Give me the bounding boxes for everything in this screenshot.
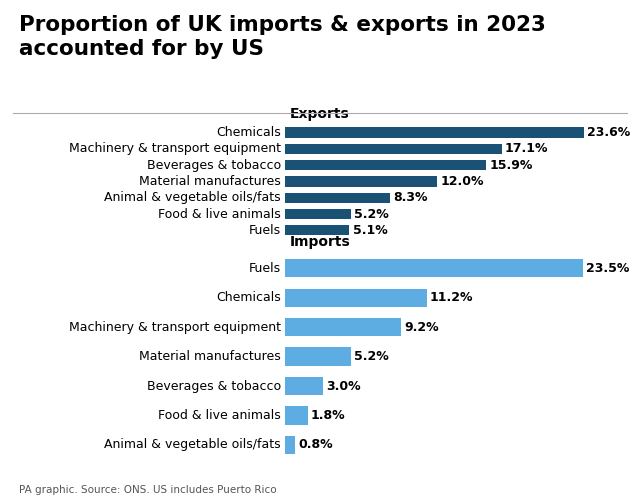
- Text: Chemicals: Chemicals: [216, 291, 281, 304]
- Text: Chemicals: Chemicals: [216, 126, 281, 139]
- Bar: [285, 128, 584, 138]
- Bar: [285, 160, 486, 170]
- Bar: [285, 406, 308, 425]
- Text: 9.2%: 9.2%: [404, 321, 439, 334]
- Bar: [285, 193, 390, 203]
- Text: Beverages & tobacco: Beverages & tobacco: [147, 380, 281, 393]
- Text: Fuels: Fuels: [249, 262, 281, 275]
- Text: PA graphic. Source: ONS. US includes Puerto Rico: PA graphic. Source: ONS. US includes Pue…: [19, 485, 277, 495]
- Text: Machinery & transport equipment: Machinery & transport equipment: [69, 321, 281, 334]
- Text: Material manufactures: Material manufactures: [140, 350, 281, 363]
- Bar: [285, 209, 351, 219]
- Text: 23.5%: 23.5%: [586, 262, 629, 275]
- Text: 0.8%: 0.8%: [298, 438, 333, 452]
- Text: Exports: Exports: [290, 107, 350, 121]
- Text: Food & live animals: Food & live animals: [158, 208, 281, 221]
- Bar: [285, 347, 351, 366]
- Bar: [285, 144, 502, 154]
- Text: 8.3%: 8.3%: [393, 191, 428, 204]
- Text: 11.2%: 11.2%: [430, 291, 474, 304]
- Bar: [285, 176, 437, 186]
- Bar: [285, 259, 583, 277]
- Bar: [285, 318, 401, 336]
- Text: Machinery & transport equipment: Machinery & transport equipment: [69, 142, 281, 155]
- Text: Beverages & tobacco: Beverages & tobacco: [147, 159, 281, 172]
- Bar: [285, 436, 295, 454]
- Text: 1.8%: 1.8%: [311, 409, 346, 422]
- Bar: [285, 225, 349, 235]
- Text: Imports: Imports: [290, 235, 350, 249]
- Text: Animal & vegetable oils/fats: Animal & vegetable oils/fats: [104, 438, 281, 452]
- Text: 5.2%: 5.2%: [354, 350, 388, 363]
- Text: 15.9%: 15.9%: [490, 159, 533, 172]
- Text: 5.1%: 5.1%: [353, 224, 387, 237]
- Text: Animal & vegetable oils/fats: Animal & vegetable oils/fats: [104, 191, 281, 204]
- Text: Fuels: Fuels: [249, 224, 281, 237]
- Text: Proportion of UK imports & exports in 2023
accounted for by US: Proportion of UK imports & exports in 20…: [19, 15, 546, 59]
- Text: 23.6%: 23.6%: [588, 126, 630, 139]
- Text: Food & live animals: Food & live animals: [158, 409, 281, 422]
- Text: 17.1%: 17.1%: [505, 142, 548, 155]
- Text: 12.0%: 12.0%: [440, 175, 484, 188]
- Text: 5.2%: 5.2%: [354, 208, 388, 221]
- Text: Material manufactures: Material manufactures: [140, 175, 281, 188]
- Bar: [285, 377, 323, 395]
- Text: 3.0%: 3.0%: [326, 380, 360, 393]
- Bar: [285, 288, 427, 307]
